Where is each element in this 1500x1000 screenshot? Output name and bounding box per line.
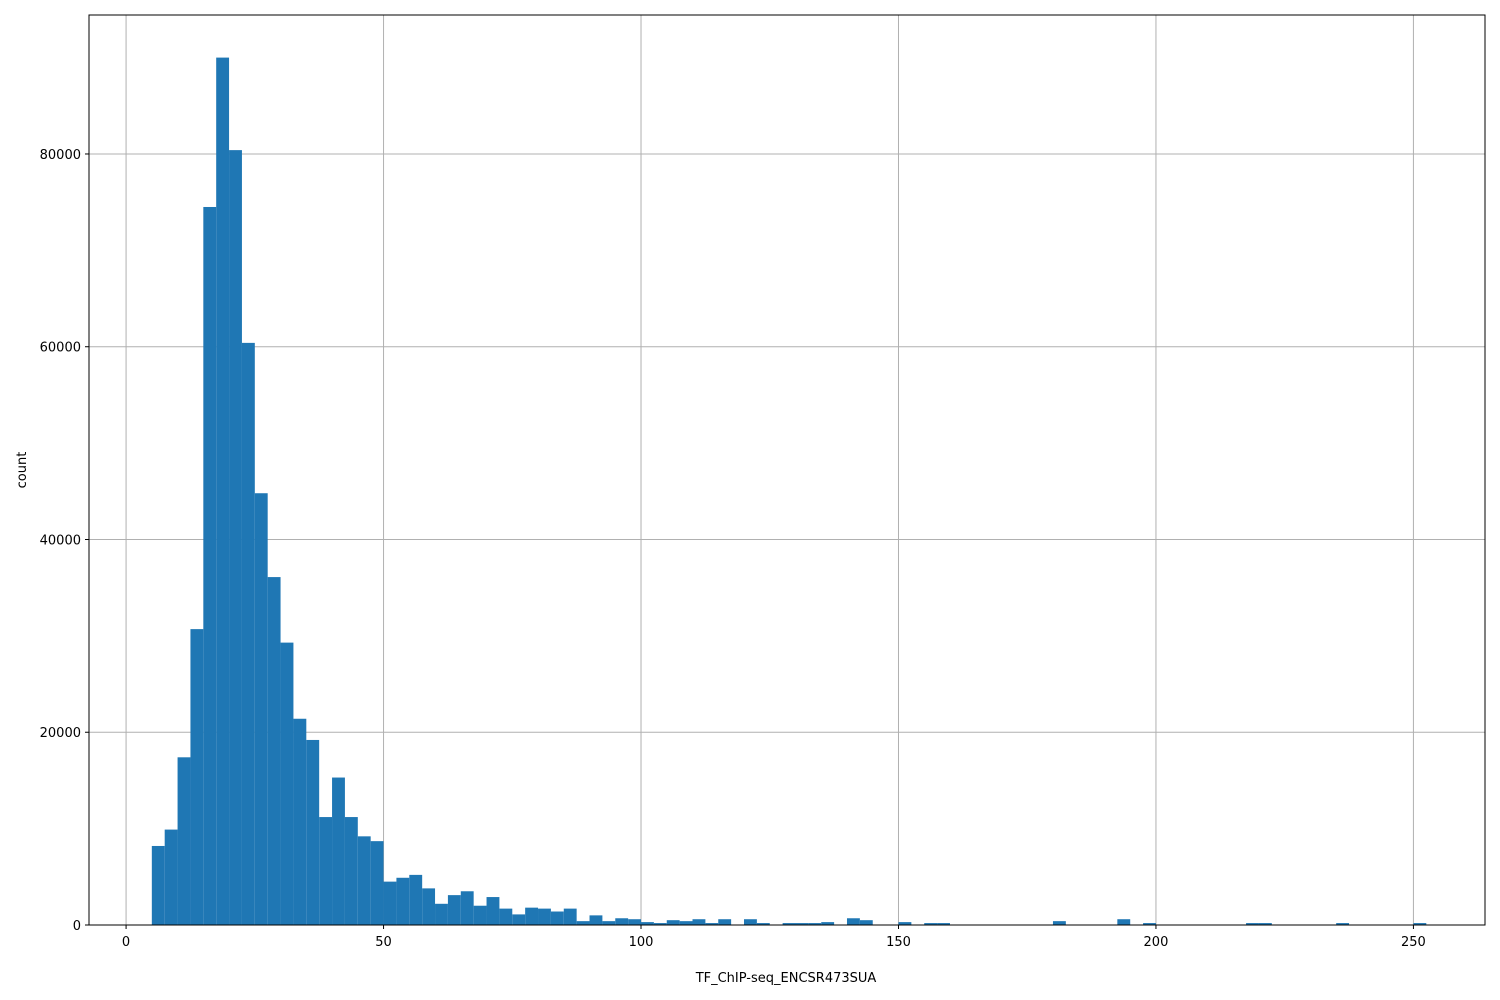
bar <box>357 836 371 925</box>
bar <box>937 923 950 925</box>
bar <box>589 915 603 925</box>
bar <box>756 923 770 925</box>
bar <box>151 845 165 925</box>
bar <box>550 911 564 925</box>
bar <box>229 150 242 925</box>
y-tick-label: 20000 <box>40 726 81 741</box>
bar <box>924 923 938 925</box>
bar <box>254 493 268 925</box>
y-tick-label: 40000 <box>40 533 81 548</box>
bar <box>705 923 719 925</box>
y-tick-label: 60000 <box>40 341 81 356</box>
bar <box>267 577 281 925</box>
bar <box>653 923 667 925</box>
bar <box>306 739 320 925</box>
bar <box>203 206 217 926</box>
bar <box>473 905 487 925</box>
bar <box>692 919 706 925</box>
bar <box>602 921 616 925</box>
bar <box>344 817 358 925</box>
bar <box>435 903 448 925</box>
bar <box>177 757 191 925</box>
bar <box>216 57 230 926</box>
bar <box>383 881 397 925</box>
bar <box>538 908 551 925</box>
bar <box>795 923 809 925</box>
x-tick-label: 50 <box>375 935 392 950</box>
bar <box>280 642 294 925</box>
bar <box>332 777 345 925</box>
bar <box>293 718 307 925</box>
bar <box>460 891 474 925</box>
bar <box>576 921 590 925</box>
x-tick-label: 100 <box>629 935 654 950</box>
x-tick-label: 200 <box>1144 935 1169 950</box>
bar <box>409 874 423 925</box>
bar <box>499 908 513 925</box>
x-tick-label: 150 <box>886 935 911 950</box>
bar <box>1143 923 1156 925</box>
bar <box>615 918 629 925</box>
bar <box>1258 923 1272 925</box>
x-tick-label: 0 <box>122 935 130 950</box>
x-axis-label: TF_ChIP-seq_ENCSR473SUA <box>695 971 877 986</box>
bar <box>821 922 835 925</box>
bar <box>525 907 539 925</box>
y-tick-label: 0 <box>73 919 81 934</box>
bar <box>846 918 860 925</box>
bar <box>1052 921 1066 925</box>
bar <box>319 817 333 925</box>
bar <box>808 923 822 925</box>
bar <box>641 922 654 925</box>
y-tick-label: 80000 <box>40 148 81 163</box>
bar <box>1336 923 1350 925</box>
bar <box>1117 919 1131 925</box>
bar <box>563 908 577 925</box>
bar <box>422 888 436 925</box>
bar <box>512 914 526 925</box>
bar <box>190 629 204 925</box>
bar <box>628 919 642 925</box>
bar <box>164 829 178 925</box>
plot-frame <box>88 14 1486 926</box>
bar <box>859 920 873 925</box>
bar <box>898 922 912 925</box>
bar <box>718 919 732 925</box>
bar <box>782 923 796 925</box>
bar <box>486 897 500 925</box>
x-tick-label: 250 <box>1401 935 1426 950</box>
bar <box>241 342 255 925</box>
bar <box>679 921 693 925</box>
bar <box>1246 923 1259 925</box>
bar <box>744 919 757 925</box>
bar <box>370 841 384 925</box>
bar <box>666 920 680 925</box>
bar <box>1413 923 1427 925</box>
y-axis-label: count <box>15 452 30 489</box>
bar <box>447 895 461 925</box>
bar <box>396 877 410 925</box>
